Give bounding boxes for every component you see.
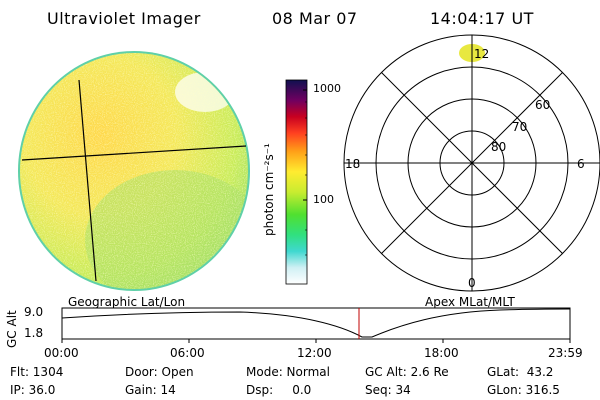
dsp-status: Dsp: 0.0 xyxy=(246,383,312,397)
x-tick-0600: 06:00 xyxy=(170,346,205,360)
app-title: Ultraviolet Imager xyxy=(47,9,201,28)
flt-status: Flt: 1304 xyxy=(10,365,64,379)
colorbar-tick-1000: 1000 xyxy=(313,82,341,95)
seq-status: Seq: 34 xyxy=(365,383,411,397)
gc-alt-status: GC Alt: 2.6 Re xyxy=(365,365,449,379)
ip-status: IP: 36.0 xyxy=(10,383,56,397)
mlat-label-60: 60 xyxy=(535,98,551,112)
mlt-label-12: 12 xyxy=(474,47,490,61)
mlat-label-80: 80 xyxy=(491,140,507,154)
mlat-label-70: 70 xyxy=(512,120,528,134)
x-tick-0000: 00:00 xyxy=(44,346,79,360)
mode-status: Mode: Normal xyxy=(246,365,330,379)
glon-status: GLon: 316.5 xyxy=(487,383,560,397)
mlt-label-0: 0 xyxy=(468,276,476,290)
latitude-line xyxy=(21,145,247,161)
door-status: Door: Open xyxy=(125,365,194,379)
date-label: 08 Mar 07 xyxy=(272,9,358,28)
apex-title: Apex MLat/MLT xyxy=(425,295,515,309)
mlt-label-18: 18 xyxy=(345,157,361,171)
colorbar-tick-100: 100 xyxy=(313,193,334,206)
longitude-line xyxy=(78,79,97,282)
x-tick-2359: 23:59 xyxy=(548,346,583,360)
y-tick-9: 9.0 xyxy=(24,305,44,319)
geographic-title: Geographic Lat/Lon xyxy=(68,295,186,309)
altitude-curve xyxy=(61,308,571,338)
gain-status: Gain: 14 xyxy=(125,383,176,397)
glat-status: GLat: 43.2 xyxy=(487,365,554,379)
mlt-label-6: 6 xyxy=(577,157,585,171)
y-tick-1-8: 1.8 xyxy=(24,326,44,340)
x-tick-1800: 18:00 xyxy=(424,346,459,360)
x-tick-1200: 12:00 xyxy=(297,346,332,360)
time-label: 14:04:17 UT xyxy=(430,9,534,28)
